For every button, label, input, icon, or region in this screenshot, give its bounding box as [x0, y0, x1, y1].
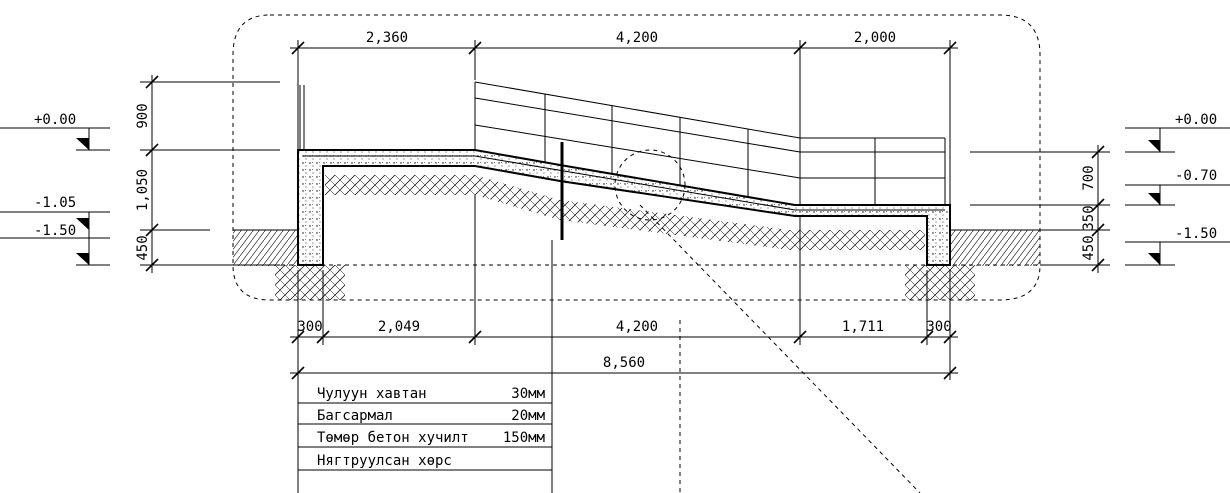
layer-1-name: Чулуун хавтан: [317, 386, 427, 402]
layer-1-thickness: 30мм: [511, 386, 545, 402]
dim-right-1: 700: [1081, 165, 1097, 190]
level-left-1: +0.00: [34, 112, 76, 128]
level-right-3: -1.50: [1175, 226, 1217, 242]
dim-left-3: 450: [135, 235, 151, 260]
layer-4-name: Нягтруулсан хөрс: [317, 453, 452, 469]
dim-bottom-1: 300: [297, 319, 322, 335]
soil-under-left-wall: [275, 265, 345, 300]
layer-3-thickness: 150мм: [503, 430, 546, 446]
level-left-3: -1.50: [34, 223, 76, 239]
layer-3-name: Төмөр бетон хучилт: [317, 430, 469, 446]
dim-left-1: 900: [135, 103, 151, 128]
right-level-markers: [1125, 128, 1230, 265]
dim-top-3: 2,000: [854, 30, 896, 46]
dim-bottom-5: 300: [926, 319, 951, 335]
dim-right-2: 350: [1081, 205, 1097, 230]
ground-right: [950, 230, 1040, 266]
dim-bottom-4: 1,711: [842, 319, 884, 335]
dim-total: 8,560: [603, 355, 645, 371]
ground-left: [233, 230, 298, 266]
soil-under-right-wall: [905, 265, 975, 300]
dim-right-3: 450: [1081, 235, 1097, 260]
dim-left-2: 1,050: [135, 169, 151, 211]
dim-bottom-2: 2,049: [378, 319, 420, 335]
dim-top-1: 2,360: [366, 30, 408, 46]
dim-top-2: 4,200: [616, 30, 658, 46]
level-right-1: +0.00: [1175, 112, 1217, 128]
level-left-2: -1.05: [34, 195, 76, 211]
layer-2-name: Багсармал: [317, 408, 393, 424]
layer-2-thickness: 20мм: [511, 408, 545, 424]
dim-bottom-3: 4,200: [616, 319, 658, 335]
level-right-2: -0.70: [1175, 168, 1217, 184]
